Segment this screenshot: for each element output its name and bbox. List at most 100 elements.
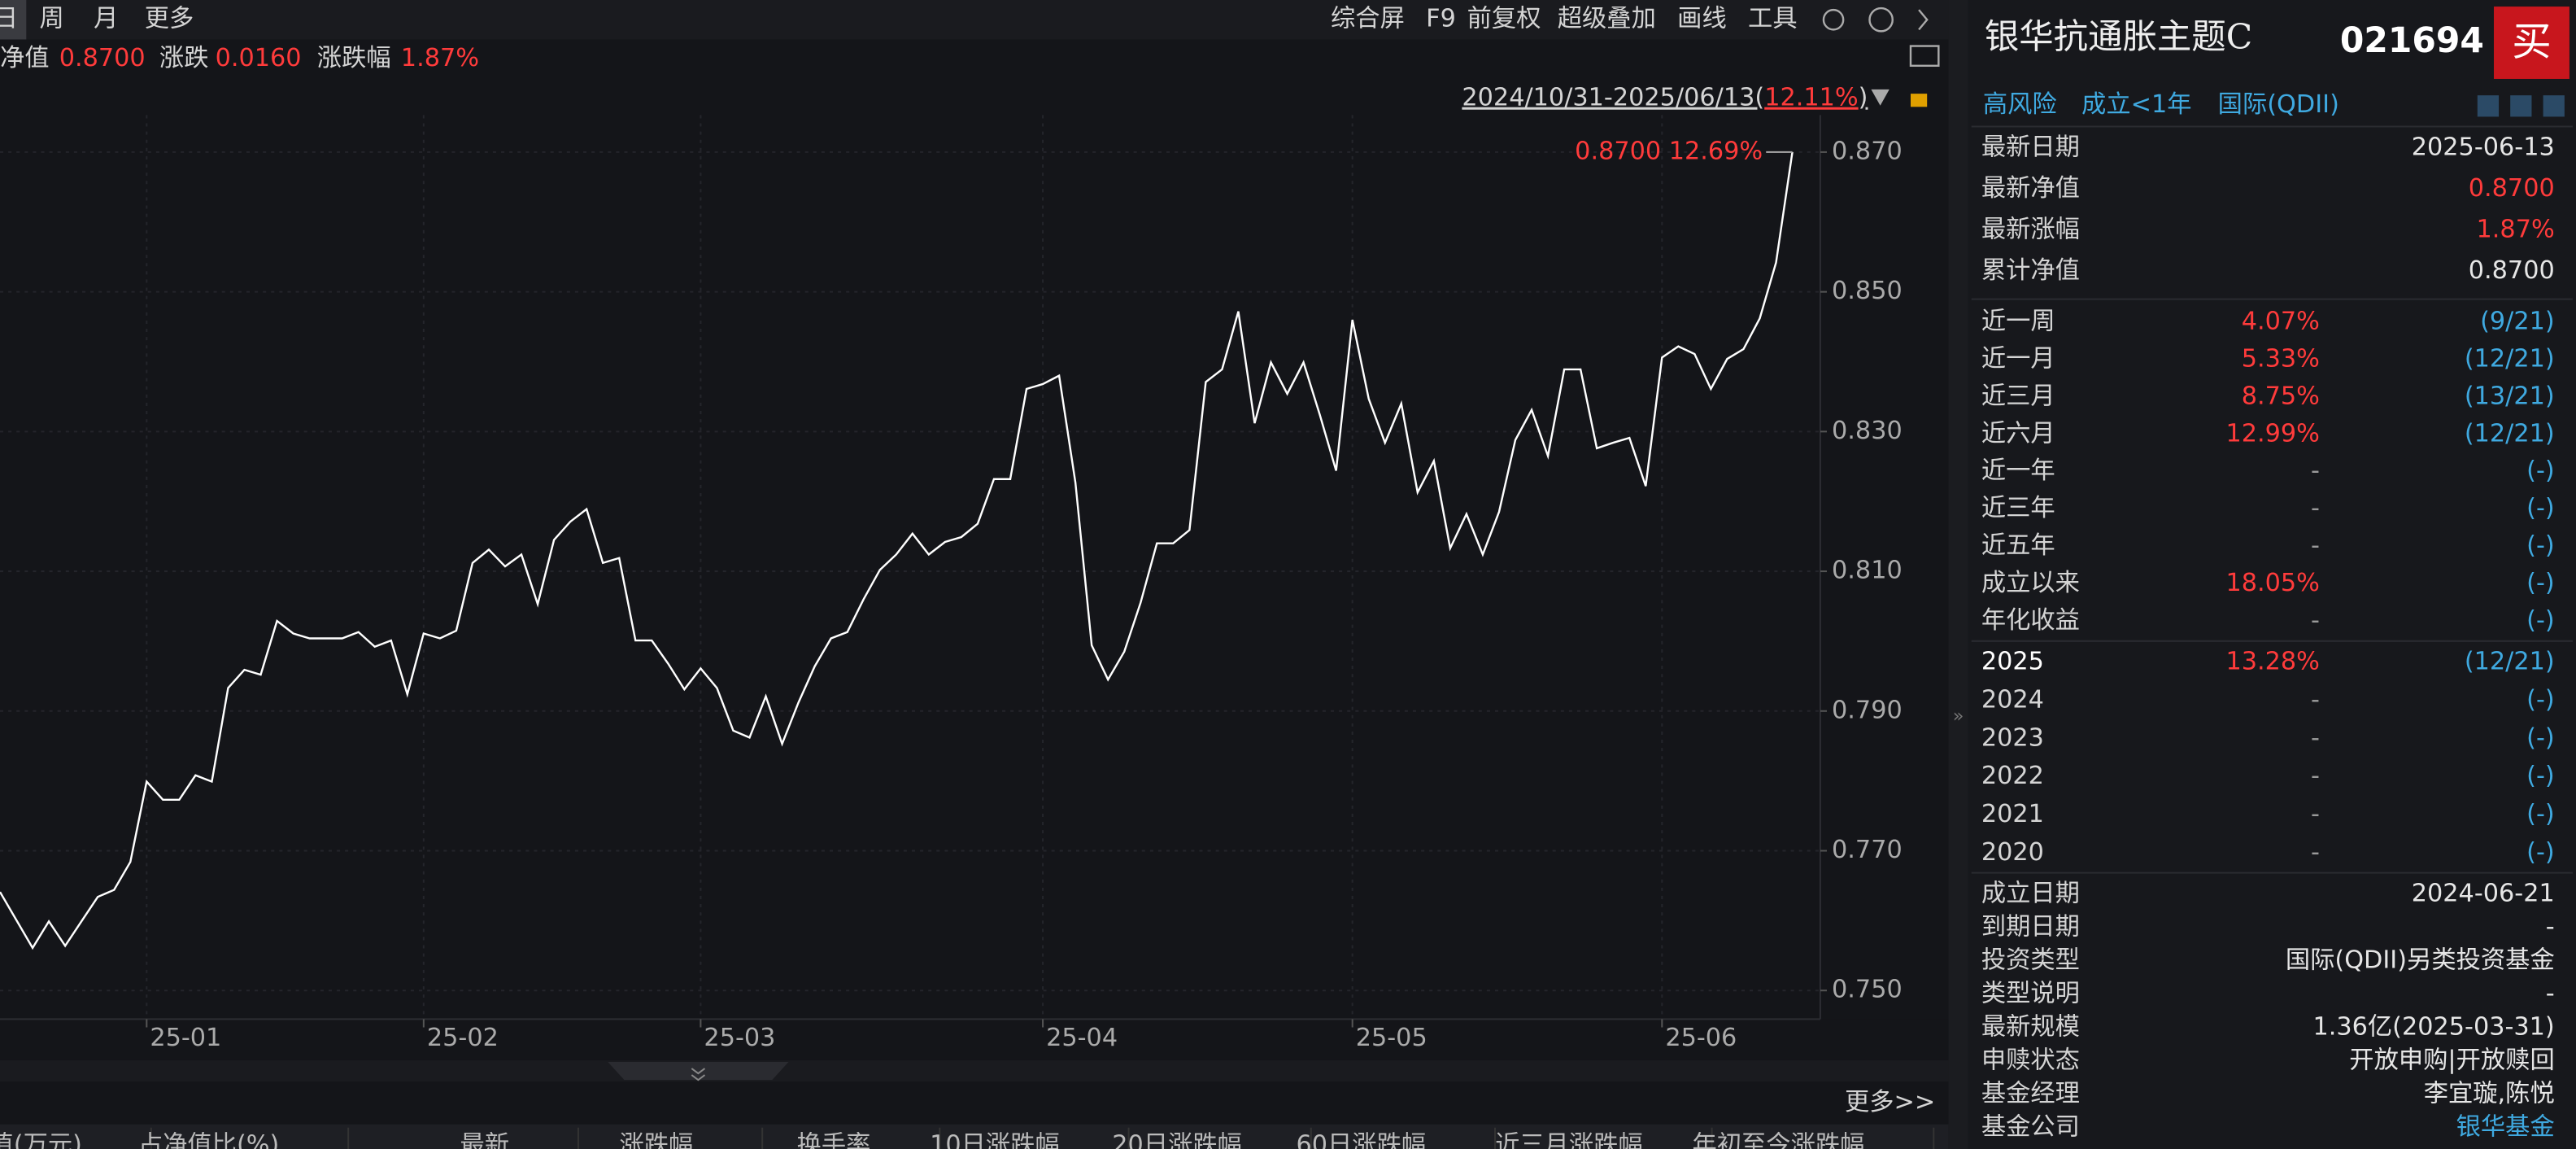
performance-rank[interactable]: (13/21) xyxy=(2465,382,2555,410)
years-value: 13.28% xyxy=(2225,648,2319,676)
tool-button[interactable]: 前复权 xyxy=(1467,5,1541,33)
years-rank[interactable]: (-) xyxy=(2526,838,2555,867)
range-return[interactable]: 12.11% xyxy=(1764,84,1858,112)
performance-value: 8.75% xyxy=(2242,382,2320,410)
y-tick-label: 0.830 xyxy=(1832,417,1903,445)
splitter[interactable] xyxy=(1948,0,1968,1149)
performance-label: 近三年 xyxy=(1981,494,2055,522)
fund-code: 021694 xyxy=(2340,21,2484,61)
lock-icon[interactable] xyxy=(1910,94,1928,107)
sidebar-bg xyxy=(1968,0,2576,1149)
alert-icon[interactable] xyxy=(2510,95,2532,117)
performance-value: 4.07% xyxy=(2242,307,2320,335)
performance-label: 近五年 xyxy=(1981,531,2055,560)
table-header-cell[interactable]: 占净值比(%) xyxy=(138,1130,280,1149)
years-rank[interactable]: (-) xyxy=(2526,723,2555,752)
years-rank[interactable]: (-) xyxy=(2526,762,2555,790)
detail-label: 最新规模 xyxy=(1981,1012,2080,1041)
splitter-handle[interactable]: » xyxy=(1953,706,1964,727)
more-link[interactable]: 更多>> xyxy=(1845,1088,1935,1116)
y-tick-label: 0.810 xyxy=(1832,557,1903,585)
scroller-thumb[interactable] xyxy=(608,1061,789,1081)
performance-rank[interactable]: (-) xyxy=(2526,494,2555,522)
table-header-cell[interactable]: 10日涨跌幅 xyxy=(930,1130,1060,1149)
table-header-cell[interactable]: 涨跌幅 xyxy=(619,1130,693,1149)
help-icon[interactable] xyxy=(1868,7,1894,33)
performance-rank[interactable]: (12/21) xyxy=(2465,344,2555,373)
quote-label: 涨跌 xyxy=(159,44,209,72)
detail-label: 到期日期 xyxy=(1981,912,2080,941)
summary-value: 0.8700 xyxy=(2469,174,2555,203)
period-tab[interactable]: 周 xyxy=(39,5,63,33)
summary-value: 2025-06-13 xyxy=(2412,133,2555,161)
tool-button[interactable]: 画线 xyxy=(1677,5,1727,33)
years-value: - xyxy=(2311,762,2320,790)
period-tab[interactable]: 月 xyxy=(94,5,118,33)
scroller[interactable] xyxy=(0,1059,1949,1082)
add-icon[interactable] xyxy=(2543,95,2565,117)
settings-icon[interactable] xyxy=(1822,8,1845,31)
detail-value: 国际(QDII)另类投资基金 xyxy=(2286,946,2555,974)
tool-button[interactable]: 工具 xyxy=(1748,5,1798,33)
table-header-cell[interactable]: 年初至今涨跌幅 xyxy=(1692,1130,1864,1149)
tool-button[interactable]: F9 xyxy=(1426,5,1456,33)
performance-rank[interactable]: (-) xyxy=(2526,606,2555,635)
period-tab[interactable]: 更多 xyxy=(145,5,194,33)
performance-label: 近一年 xyxy=(1981,457,2055,485)
range-dropdown[interactable] xyxy=(1871,89,1890,106)
performance-label: 近一周 xyxy=(1981,307,2055,335)
nav-line xyxy=(0,151,1794,950)
table-header-cell[interactable]: 最新 xyxy=(460,1130,510,1149)
summary-label: 最新日期 xyxy=(1981,133,2080,161)
performance-rank[interactable]: (12/21) xyxy=(2465,419,2555,448)
buy-button-bg[interactable] xyxy=(2494,7,2569,79)
years-value: - xyxy=(2311,838,2320,867)
next-icon[interactable] xyxy=(1918,9,1929,31)
years-rank[interactable]: (-) xyxy=(2526,800,2555,828)
fund-tag[interactable]: 国际(QDII) xyxy=(2218,90,2339,119)
x-axis-band xyxy=(0,1019,1949,1060)
quote-label: 涨跌幅 xyxy=(317,44,391,72)
years-value: - xyxy=(2311,685,2320,714)
table-header-cell[interactable]: 近三月涨跌幅 xyxy=(1495,1130,1643,1149)
years-rank[interactable]: (12/21) xyxy=(2465,648,2555,676)
performance-rank[interactable]: (-) xyxy=(2526,569,2555,597)
quote-value: 0.0160 xyxy=(216,44,302,72)
summary-value: 1.87% xyxy=(2477,215,2555,243)
fund-tag[interactable]: 高风险 xyxy=(1983,90,2057,119)
x-tick-label: 25-02 xyxy=(427,1024,499,1052)
y-tick-label: 0.870 xyxy=(1832,137,1903,165)
toolbar-icons xyxy=(1822,7,1940,107)
detail-label: 类型说明 xyxy=(1981,979,2080,1007)
years-label: 2025 xyxy=(1981,648,2044,676)
active-period xyxy=(0,0,27,40)
performance-rank[interactable]: (-) xyxy=(2526,531,2555,560)
performance-value: - xyxy=(2311,531,2320,560)
detail-value[interactable]: 银华基金 xyxy=(2456,1112,2555,1141)
quote-value: 1.87% xyxy=(401,44,479,72)
buy-button[interactable]: 买 xyxy=(2512,20,2551,65)
sidebar-icons xyxy=(2477,95,2565,117)
range-close[interactable]: ) xyxy=(1859,84,1868,112)
performance-value: - xyxy=(2311,457,2320,485)
performance-rank[interactable]: (-) xyxy=(2526,457,2555,485)
period-tab[interactable]: 日 xyxy=(0,5,18,33)
wp-icon[interactable] xyxy=(1909,45,1940,68)
performance-label: 年化收益 xyxy=(1981,606,2080,635)
summary-value: 0.8700 xyxy=(2469,256,2555,285)
performance-value: 12.99% xyxy=(2225,419,2319,448)
years-label: 2020 xyxy=(1981,838,2044,867)
range-dates[interactable]: 2024/10/31-2025/06/13( xyxy=(1462,84,1764,112)
performance-label: 成立以来 xyxy=(1981,569,2080,597)
tool-button[interactable]: 综合屏 xyxy=(1331,5,1405,33)
fund-tag[interactable]: 成立<1年 xyxy=(2081,90,2191,119)
table-header-cell[interactable]: 60日涨跌幅 xyxy=(1296,1130,1426,1149)
table-header-cell[interactable]: 20日涨跌幅 xyxy=(1112,1130,1242,1149)
table-header-cell[interactable]: 市值(万元) xyxy=(0,1130,82,1149)
performance-rank[interactable]: (9/21) xyxy=(2480,307,2555,335)
years-rank[interactable]: (-) xyxy=(2526,685,2555,714)
edit-icon[interactable] xyxy=(2477,95,2500,117)
table-header-cell[interactable]: 换手率 xyxy=(797,1130,871,1149)
tool-button[interactable]: 超级叠加 xyxy=(1558,5,1656,33)
performance-value: 18.05% xyxy=(2225,569,2319,597)
